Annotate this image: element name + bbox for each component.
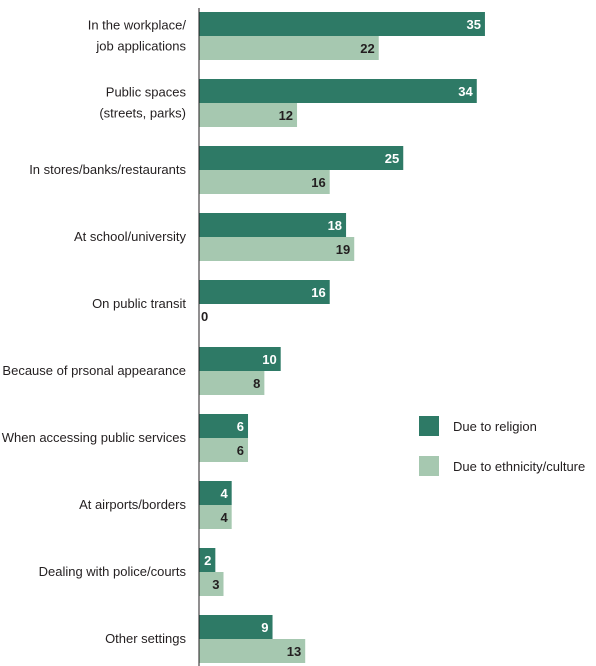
category-labels: In the workplace/job applications Public … bbox=[2, 18, 187, 647]
category-label-line: When accessing public services bbox=[2, 430, 187, 445]
bar-religion bbox=[199, 481, 232, 505]
category-label-line: At airports/borders bbox=[79, 497, 186, 512]
bar-religion bbox=[199, 146, 404, 170]
bar-ethnicity-culture bbox=[199, 103, 298, 127]
value-label: 10 bbox=[262, 352, 276, 367]
category-label: At school/university bbox=[74, 229, 186, 244]
bar-ethnicity-culture bbox=[199, 371, 265, 395]
category-label: Because of prsonal appearance bbox=[2, 363, 186, 378]
bar-religion bbox=[199, 12, 485, 36]
value-label: 18 bbox=[328, 218, 342, 233]
category-label: In the workplace/job applications bbox=[88, 18, 187, 54]
bar-ethnicity-culture bbox=[199, 505, 232, 529]
legend-label: Due to religion bbox=[453, 419, 537, 434]
bar-ethnicity-culture bbox=[199, 572, 224, 596]
value-label: 13 bbox=[287, 644, 301, 659]
bar-religion bbox=[199, 548, 216, 572]
legend-swatch-religion bbox=[419, 416, 439, 436]
value-label: 16 bbox=[311, 285, 325, 300]
bar-religion bbox=[199, 347, 281, 371]
value-label: 6 bbox=[237, 419, 244, 434]
value-label: 35 bbox=[466, 17, 480, 32]
category-label-line: On public transit bbox=[92, 296, 186, 311]
category-label: Dealing with police/courts bbox=[39, 564, 187, 579]
bar-religion bbox=[199, 414, 249, 438]
category-label: Public spaces (streets, parks) bbox=[99, 85, 186, 121]
value-label: 34 bbox=[458, 84, 473, 99]
legend: Due to religion Due to ethnicity/culture bbox=[419, 416, 585, 476]
value-label: 12 bbox=[279, 108, 293, 123]
value-label: 25 bbox=[385, 151, 399, 166]
category-label-line: In the workplace/ bbox=[88, 18, 187, 33]
value-label: 0 bbox=[201, 309, 208, 324]
legend-label: Due to ethnicity/culture bbox=[453, 459, 585, 474]
bar-ethnicity-culture bbox=[199, 639, 306, 663]
category-label-line: At school/university bbox=[74, 229, 186, 244]
bar-religion bbox=[199, 615, 273, 639]
category-label-line: Public spaces bbox=[106, 85, 187, 100]
bars bbox=[199, 12, 485, 663]
category-label: On public transit bbox=[92, 296, 186, 311]
bar-religion bbox=[199, 213, 347, 237]
category-label-line: (streets, parks) bbox=[99, 106, 186, 121]
category-label: At airports/borders bbox=[79, 497, 186, 512]
value-label: 4 bbox=[220, 486, 228, 501]
value-label: 3 bbox=[212, 577, 219, 592]
bar-ethnicity-culture bbox=[199, 438, 249, 462]
value-label: 4 bbox=[220, 510, 228, 525]
category-label-line: In stores/banks/restaurants bbox=[29, 162, 186, 177]
value-label: 22 bbox=[360, 41, 374, 56]
value-label: 19 bbox=[336, 242, 350, 257]
bar-ethnicity-culture bbox=[199, 170, 330, 194]
value-label: 6 bbox=[237, 443, 244, 458]
value-label: 2 bbox=[204, 553, 211, 568]
category-label-line: Dealing with police/courts bbox=[39, 564, 187, 579]
category-label: In stores/banks/restaurants bbox=[29, 162, 186, 177]
value-labels: 35 22 34 12 25 16 18 19 16 0 108 6 6 4 4 23 9 13 bbox=[201, 17, 481, 659]
bar-ethnicity-culture bbox=[199, 237, 355, 261]
category-label: When accessing public services bbox=[2, 430, 187, 445]
category-label-line: Because of prsonal appearance bbox=[2, 363, 186, 378]
value-label: 8 bbox=[253, 376, 260, 391]
bar-religion bbox=[199, 79, 477, 103]
bar-ethnicity-culture bbox=[199, 36, 379, 60]
category-label: Other settings bbox=[105, 631, 186, 646]
category-label-line: job applications bbox=[95, 39, 186, 54]
bar-religion bbox=[199, 280, 330, 304]
legend-swatch-ethnicity-culture bbox=[419, 456, 439, 476]
category-label-line: Other settings bbox=[105, 631, 186, 646]
value-label: 9 bbox=[261, 620, 268, 635]
value-label: 16 bbox=[311, 175, 325, 190]
